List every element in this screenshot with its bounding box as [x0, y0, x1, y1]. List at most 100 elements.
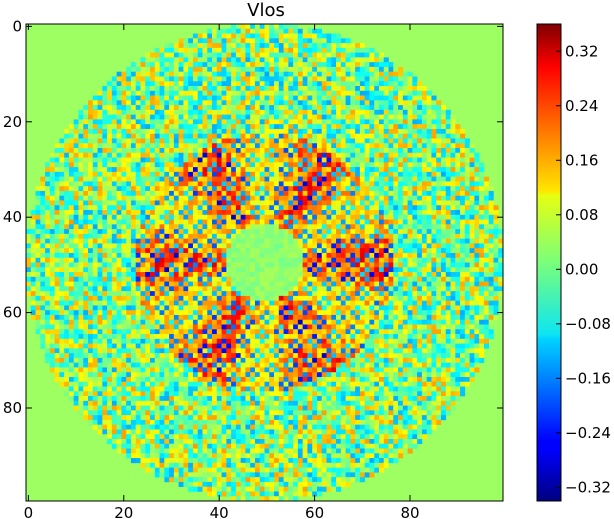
heatmap-cell — [245, 95, 251, 101]
heatmap-cell — [216, 257, 222, 263]
heatmap-cell — [59, 291, 65, 297]
heatmap-cell — [278, 262, 284, 268]
heatmap-cell — [216, 43, 222, 49]
heatmap-cell — [269, 90, 275, 96]
heatmap-cell — [278, 152, 284, 158]
heatmap-cell — [68, 272, 74, 278]
heatmap-cell — [312, 176, 318, 182]
heatmap-cell — [140, 224, 146, 230]
heatmap-cell — [369, 262, 375, 268]
heatmap-cell — [278, 210, 284, 216]
heatmap-cell — [183, 257, 189, 263]
heatmap-cell — [407, 238, 413, 244]
heatmap-cell — [64, 200, 70, 206]
heatmap-cell — [135, 238, 141, 244]
heatmap-cell — [169, 210, 175, 216]
heatmap-cell — [40, 310, 46, 316]
heatmap-cell — [116, 167, 122, 173]
heatmap-cell — [150, 252, 156, 259]
heatmap-cell — [283, 248, 289, 254]
heatmap-cell — [421, 190, 427, 197]
heatmap-cell — [197, 252, 203, 259]
heatmap-cell — [460, 229, 466, 235]
heatmap-cell — [460, 128, 466, 135]
heatmap-cell — [364, 138, 370, 144]
heatmap-cell — [445, 195, 451, 201]
heatmap-cell — [192, 243, 199, 249]
heatmap-cell — [183, 171, 189, 177]
heatmap-cell — [154, 105, 160, 111]
heatmap-cell — [231, 86, 237, 92]
heatmap-cell — [316, 71, 323, 77]
heatmap-cell — [164, 190, 170, 197]
heatmap-cell — [254, 86, 261, 92]
heatmap-cell — [154, 195, 160, 201]
heatmap-cell — [245, 262, 251, 268]
heatmap-cell — [111, 262, 117, 268]
heatmap-cell — [235, 224, 241, 230]
heatmap-cell — [474, 210, 480, 216]
heatmap-cell — [331, 66, 337, 72]
heatmap-cell — [326, 162, 332, 168]
heatmap-cell — [35, 295, 41, 301]
heatmap-cell — [216, 224, 222, 230]
heatmap-cell — [278, 162, 284, 168]
heatmap-cell — [197, 152, 203, 158]
heatmap-cell — [192, 143, 199, 149]
heatmap-cell — [340, 95, 346, 101]
heatmap-cell — [64, 176, 70, 182]
heatmap-cell — [235, 81, 241, 87]
heatmap-cell — [116, 224, 122, 230]
heatmap-cell — [326, 133, 332, 139]
heatmap-cell — [297, 86, 303, 92]
heatmap-cell — [369, 105, 375, 111]
heatmap-cell — [231, 171, 237, 177]
heatmap-cell — [369, 281, 375, 287]
heatmap-cell — [154, 186, 160, 192]
heatmap-cell — [350, 128, 356, 135]
heatmap-cell — [359, 257, 365, 263]
heatmap-cell — [288, 143, 294, 149]
heatmap-cell — [54, 276, 60, 282]
heatmap-cell — [130, 243, 137, 249]
heatmap-cell — [493, 257, 499, 263]
heatmap-cell — [178, 281, 184, 287]
heatmap-cell — [154, 133, 160, 139]
heatmap-cell — [173, 119, 179, 125]
heatmap-cell — [231, 157, 237, 163]
heatmap-cell — [316, 105, 323, 111]
heatmap-cell — [479, 291, 485, 297]
heatmap-cell — [297, 38, 303, 44]
heatmap-cell — [212, 76, 218, 82]
heatmap-cell — [169, 195, 175, 201]
heatmap-cell — [216, 119, 222, 125]
heatmap-cell — [197, 128, 203, 135]
heatmap-cell — [355, 114, 361, 120]
heatmap-cell — [331, 233, 337, 239]
heatmap-cell — [226, 76, 232, 82]
heatmap-cell — [412, 81, 418, 87]
heatmap-cell — [350, 276, 356, 282]
heatmap-cell — [135, 281, 141, 287]
heatmap-cell — [45, 243, 51, 249]
heatmap-cell — [364, 52, 370, 58]
heatmap-cell — [464, 171, 470, 177]
heatmap-cell — [364, 243, 370, 249]
heatmap-cell — [97, 262, 103, 268]
heatmap-cell — [45, 248, 51, 254]
heatmap-cell — [340, 205, 346, 211]
heatmap-cell — [364, 162, 370, 168]
heatmap-cell — [92, 95, 98, 101]
heatmap-cell — [426, 229, 432, 235]
heatmap-cell — [140, 176, 146, 182]
heatmap-cell — [111, 295, 117, 301]
heatmap-cell — [407, 305, 413, 311]
heatmap-cell — [288, 210, 294, 216]
heatmap-cell — [221, 176, 227, 182]
heatmap-cell — [359, 124, 365, 130]
heatmap-cell — [436, 262, 442, 268]
heatmap-cell — [140, 167, 146, 173]
heatmap-cell — [302, 148, 308, 154]
heatmap-cell — [460, 190, 466, 197]
heatmap-cell — [464, 233, 470, 239]
